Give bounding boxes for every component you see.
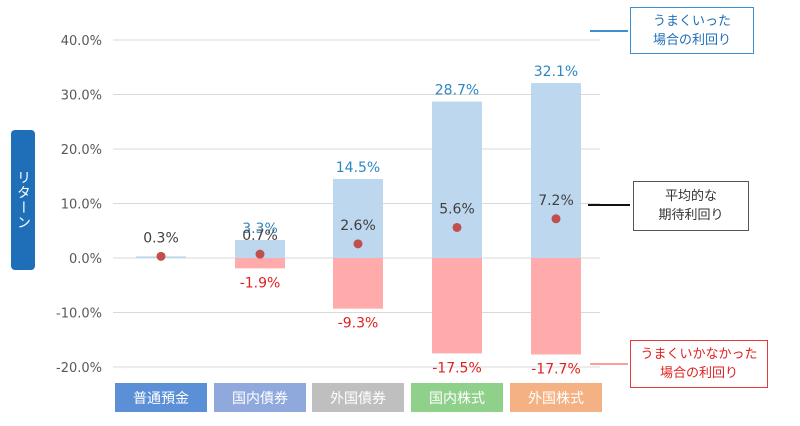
upside-bar xyxy=(432,101,482,259)
expected-label: 0.7% xyxy=(242,228,278,244)
category-box xyxy=(510,383,602,412)
expected-dot xyxy=(255,249,265,259)
y-tick-label: 0.0% xyxy=(69,252,102,267)
downside-label: -9.3% xyxy=(338,316,379,332)
category-box xyxy=(214,383,306,412)
y-tick-label: 30.0% xyxy=(61,89,102,104)
callout-upside: うまくいった 場合の利回り xyxy=(630,7,754,54)
expected-dot xyxy=(452,222,462,232)
y-tick-label: 10.0% xyxy=(61,198,102,213)
expected-dot xyxy=(353,239,363,249)
category-label: 普通預金 xyxy=(133,391,189,407)
y-axis-label: リターン xyxy=(11,130,35,270)
downside-bar xyxy=(531,258,581,355)
expected-label: 0.3% xyxy=(143,230,179,246)
category-label: 国内債券 xyxy=(232,391,288,407)
expected-dot xyxy=(551,214,561,224)
y-tick-label: -10.0% xyxy=(56,307,102,322)
category-label: 国内株式 xyxy=(429,391,485,407)
y-tick-label: 40.0% xyxy=(61,34,102,49)
upside-bar xyxy=(531,83,581,259)
downside-label: -17.5% xyxy=(432,360,482,376)
expected-label: 7.2% xyxy=(538,193,574,209)
downside-label: -1.9% xyxy=(240,275,281,291)
expected-dot xyxy=(156,251,166,261)
y-tick-label: -20.0% xyxy=(56,361,102,376)
expected-label: 2.6% xyxy=(340,218,376,234)
upside-label: 3.3% xyxy=(242,221,278,237)
callout-downside: うまくいかなかった 場合の利回り xyxy=(630,340,768,388)
upside-label: 28.7% xyxy=(435,83,479,99)
downside-bar xyxy=(333,258,383,309)
category-box xyxy=(411,383,503,412)
upside-label: 14.5% xyxy=(336,160,380,176)
callout-expected: 平均的な 期待利回り xyxy=(633,181,749,231)
category-label: 外国債券 xyxy=(330,391,386,407)
expected-label: 5.6% xyxy=(439,201,475,217)
category-label: 外国株式 xyxy=(528,391,584,407)
downside-bar xyxy=(235,258,285,269)
downside-label: -17.7% xyxy=(531,361,581,377)
upside-bar xyxy=(235,240,285,258)
downside-bar xyxy=(432,258,482,354)
upside-label: 32.1% xyxy=(534,64,578,80)
y-tick-label: 20.0% xyxy=(61,143,102,158)
category-box xyxy=(312,383,404,412)
category-box xyxy=(115,383,207,412)
